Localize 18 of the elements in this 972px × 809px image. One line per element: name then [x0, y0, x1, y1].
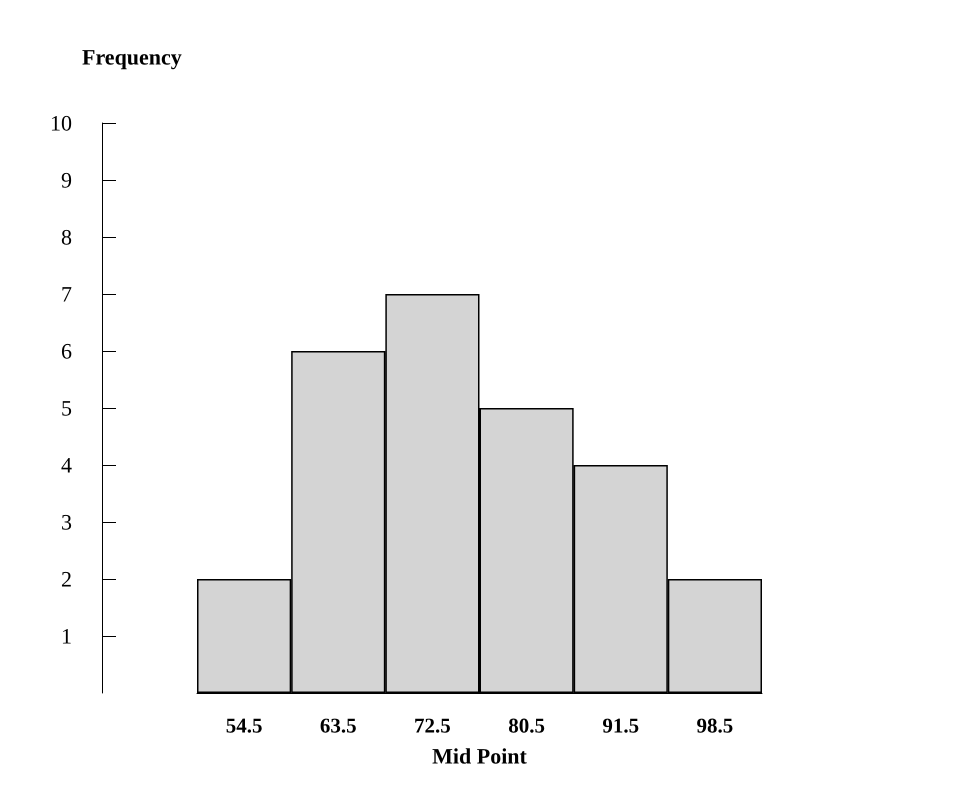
x-tick-label: 63.5 — [320, 714, 357, 738]
x-axis-title: Mid Point — [432, 744, 528, 768]
y-tick-label: 6 — [61, 338, 72, 364]
x-tick-label: 98.5 — [696, 714, 734, 738]
y-tick-label: 4 — [61, 452, 72, 478]
y-tick-label: 1 — [61, 624, 72, 648]
y-tick-label: 5 — [61, 396, 72, 420]
y-tick-label: 3 — [61, 510, 72, 534]
y-tick-label: 9 — [61, 168, 72, 192]
x-tick-label: 72.5 — [414, 714, 451, 738]
y-tick-label: 10 — [50, 110, 72, 136]
x-tick-label: 54.5 — [226, 714, 262, 738]
y-axis-title: Frequency — [82, 44, 182, 70]
y-tick-label: 7 — [61, 282, 72, 306]
y-tick-label: 8 — [61, 224, 72, 250]
y-tick-label: 2 — [61, 566, 72, 592]
x-tick-label: 80.5 — [508, 714, 545, 738]
x-tick-label: 91.5 — [602, 714, 640, 738]
